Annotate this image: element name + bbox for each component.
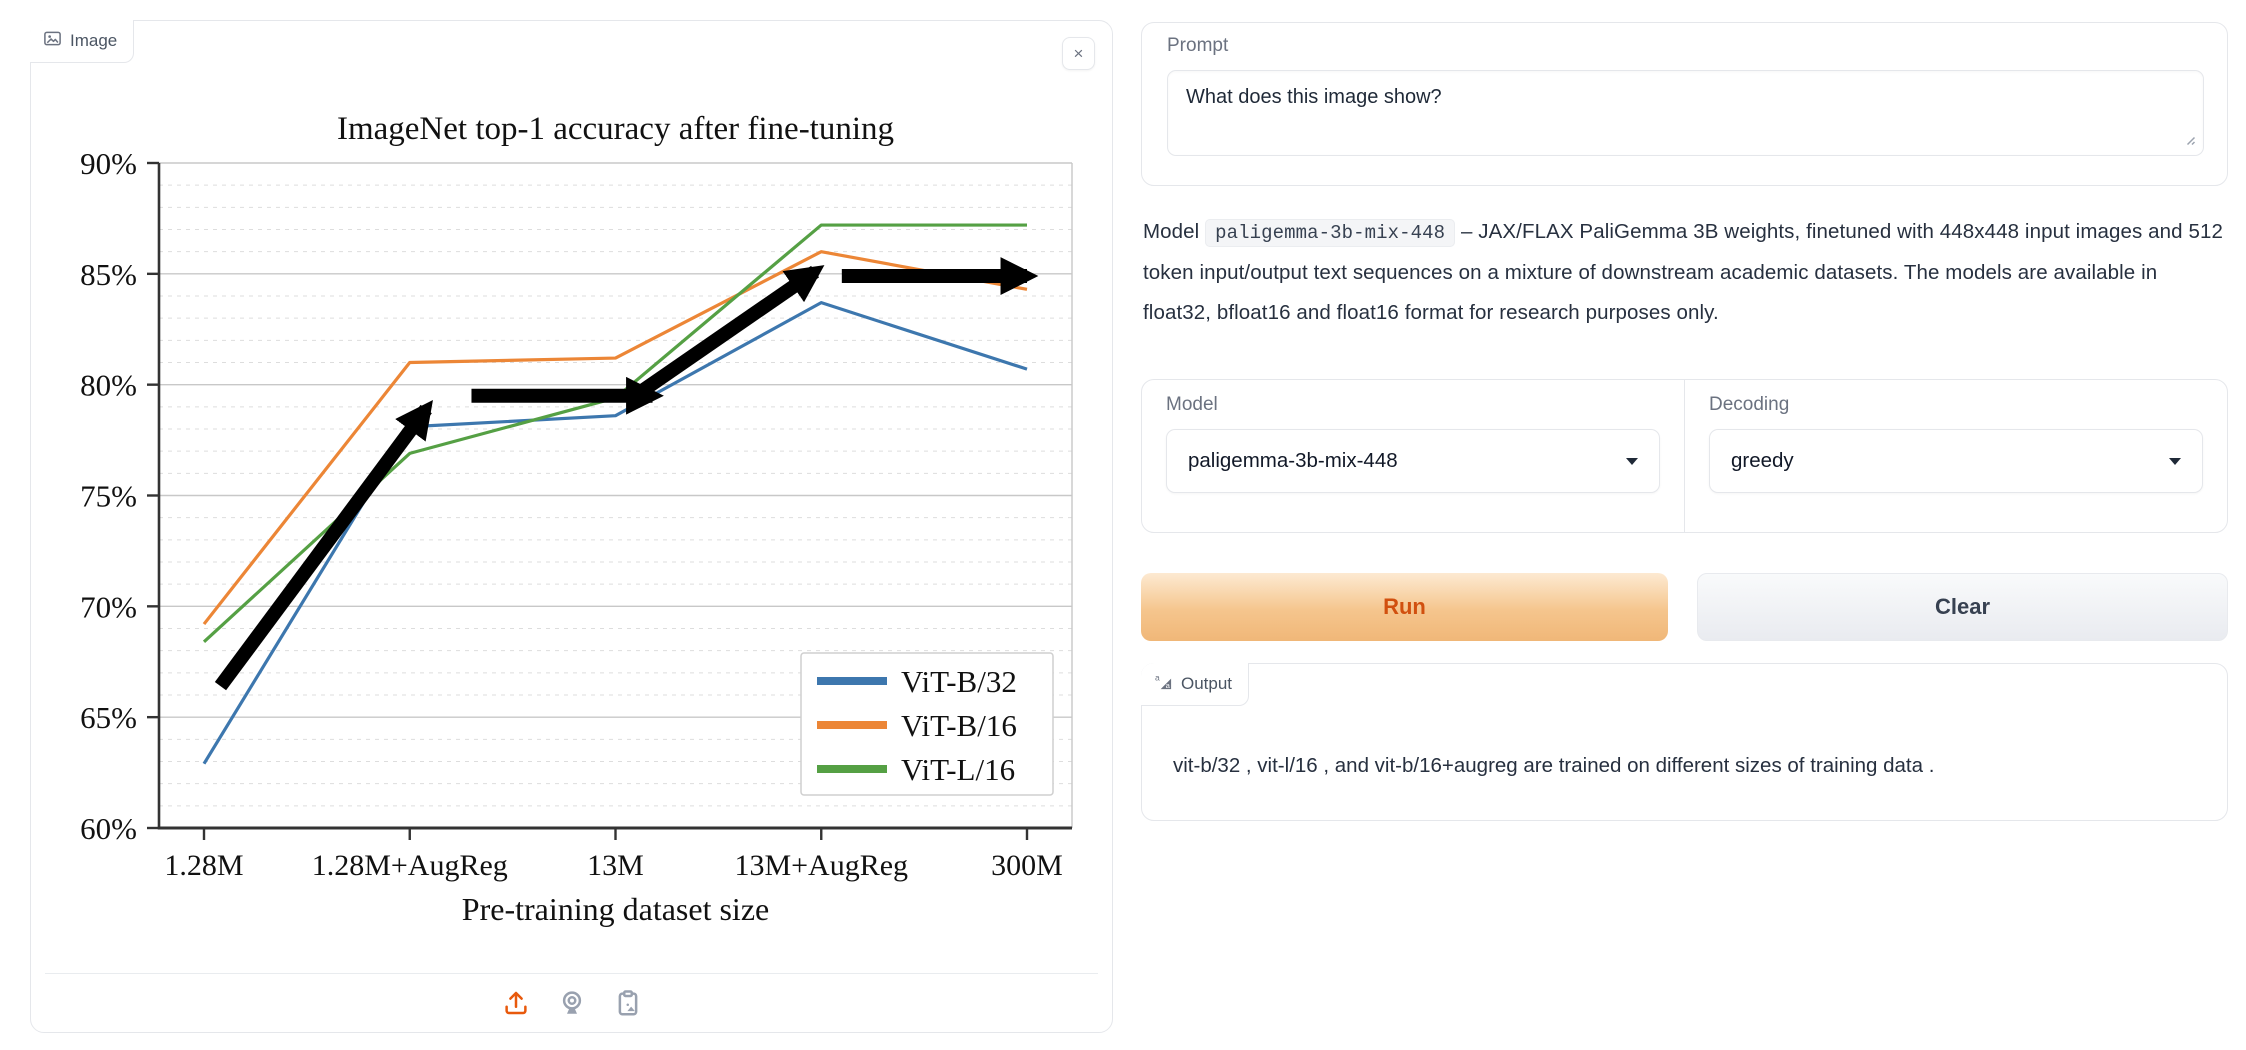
prompt-input[interactable]: What does this image show? bbox=[1167, 70, 2204, 156]
svg-text:13M+AugReg: 13M+AugReg bbox=[734, 849, 908, 882]
upload-icon[interactable] bbox=[499, 987, 533, 1019]
svg-text:1.28M: 1.28M bbox=[164, 849, 243, 882]
svg-text:1.28M+AugReg: 1.28M+AugReg bbox=[312, 849, 508, 882]
model-dropdown[interactable]: paligemma-3b-mix-448 bbox=[1166, 429, 1660, 493]
close-button[interactable]: × bbox=[1062, 37, 1095, 70]
description-rest: – JAX/FLAX PaliGemma 3B weights, finetun… bbox=[1143, 220, 2223, 324]
output-tab-label: Output bbox=[1181, 674, 1233, 693]
run-button[interactable]: Run bbox=[1141, 573, 1668, 641]
settings-block: Model paligemma-3b-mix-448 Decoding gree… bbox=[1141, 379, 2228, 533]
decoding-dropdown-value: greedy bbox=[1731, 449, 1794, 472]
svg-text:a: a bbox=[1166, 681, 1171, 690]
model-description: Model paligemma-3b-mix-448 – JAX/FLAX Pa… bbox=[1143, 212, 2226, 333]
decoding-label: Decoding bbox=[1709, 394, 1790, 415]
uploaded-image: 60% 65% 70% 75% 80% 85% 90% 1.28M 1.28M+AugReg 13… bbox=[59, 93, 1099, 965]
svg-text:85%: 85% bbox=[80, 257, 137, 292]
svg-text:90%: 90% bbox=[80, 146, 137, 181]
svg-text:70%: 70% bbox=[80, 589, 137, 624]
action-buttons: Run Clear bbox=[1141, 573, 2228, 641]
textbox-icon: a a bbox=[1154, 672, 1173, 696]
webcam-icon[interactable] bbox=[555, 987, 589, 1019]
model-select-column: Model paligemma-3b-mix-448 bbox=[1142, 380, 1684, 532]
image-tab-label: Image bbox=[70, 31, 118, 50]
chevron-down-icon bbox=[1626, 458, 1638, 465]
close-icon: × bbox=[1073, 44, 1084, 63]
decoding-select-column: Decoding greedy bbox=[1685, 380, 2227, 532]
paste-image-icon[interactable] bbox=[611, 987, 645, 1019]
svg-text:ViT-B/32: ViT-B/32 bbox=[901, 664, 1017, 699]
image-panel: Image × 60% 65% 70% 75% 80% 85% 90% 1.28M 1.28M+… bbox=[30, 20, 1113, 1033]
image-tab: Image bbox=[30, 20, 135, 63]
svg-text:13M: 13M bbox=[587, 849, 644, 882]
model-dropdown-value: paligemma-3b-mix-448 bbox=[1188, 449, 1398, 472]
svg-text:ViT-L/16: ViT-L/16 bbox=[901, 752, 1015, 787]
image-source-buttons bbox=[31, 987, 1112, 1019]
model-code-chip: paligemma-3b-mix-448 bbox=[1205, 219, 1456, 247]
accuracy-chart: 60% 65% 70% 75% 80% 85% 90% 1.28M 1.28M+AugReg 13… bbox=[80, 111, 1073, 927]
image-footer-divider bbox=[45, 973, 1098, 974]
svg-text:300M: 300M bbox=[991, 849, 1063, 882]
svg-text:ImageNet top-1 accuracy after: ImageNet top-1 accuracy after fine-tunin… bbox=[337, 111, 894, 147]
clear-button[interactable]: Clear bbox=[1697, 573, 2228, 641]
svg-text:65%: 65% bbox=[80, 700, 137, 735]
output-text: vit-b/32 , vit-l/16 , and vit-b/16+augre… bbox=[1173, 754, 1935, 777]
svg-text:80%: 80% bbox=[80, 368, 137, 403]
svg-text:ViT-B/16: ViT-B/16 bbox=[901, 708, 1017, 743]
output-block: a a Output vit-b/32 , vit-l/16 , and vit… bbox=[1141, 663, 2228, 821]
output-tab: a a Output bbox=[1141, 663, 1250, 706]
decoding-dropdown[interactable]: greedy bbox=[1709, 429, 2203, 493]
model-label: Model bbox=[1166, 394, 1218, 415]
prompt-label: Prompt bbox=[1167, 35, 1229, 56]
controls-column: Prompt What does this image show? Model … bbox=[1141, 22, 2228, 821]
settings-divider bbox=[1684, 380, 1685, 532]
prompt-block: Prompt What does this image show? bbox=[1141, 22, 2228, 186]
description-prefix: Model bbox=[1143, 220, 1206, 243]
svg-text:75%: 75% bbox=[80, 479, 137, 514]
svg-text:60%: 60% bbox=[80, 811, 137, 846]
svg-text:a: a bbox=[1155, 673, 1160, 683]
chevron-down-icon bbox=[2169, 458, 2181, 465]
image-icon bbox=[43, 29, 62, 53]
svg-text:Pre-training dataset size: Pre-training dataset size bbox=[462, 891, 769, 927]
